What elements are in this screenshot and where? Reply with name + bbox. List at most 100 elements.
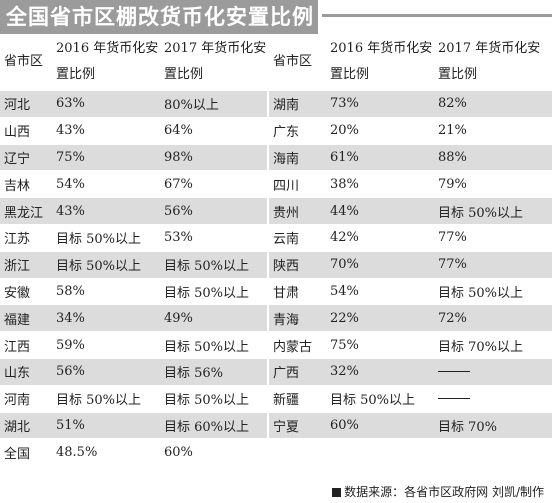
table-row: 吉林 54% 67% 四川 38% 79% [0,170,552,199]
table-row: 河北 63% 80%以上 湖南 73% 82% [0,90,552,118]
dash-mark [438,398,470,400]
table-row: 辽宁 75% 98% 海南 61% 88% [0,144,552,172]
page-title: 全国省市区棚改货币化安置比例 [6,5,314,29]
table-row: 江苏 目标 50%以上 53% 云南 42% 77% [0,224,552,252]
left-y2016-cell: 63% [52,90,160,118]
source-square-icon [332,488,342,497]
ratio-table: 省市区 2016 年货币化安置比例 2017 年货币化安置比例 省市区 2016… [0,34,552,467]
right-y2016-cell: 22% [326,304,434,333]
left-y2017-cell: 目标 56% [160,358,268,386]
right-y2016-cell: 44% [326,197,434,225]
left-y2016-cell: 56% [52,358,160,386]
left-region-cell: 江苏 [0,224,52,252]
left-region-cell: 山东 [0,358,52,386]
left-region-cell: 黑龙江 [0,197,52,225]
right-y2016-cell [326,438,434,467]
title-bar: 全国省市区棚改货币化安置比例 [0,0,552,34]
left-region-cell: 辽宁 [0,144,52,172]
left-y2017-cell: 60% [160,438,268,467]
right-y2017-cell: 目标 50%以上 [434,197,552,225]
left-region-cell: 福建 [0,304,52,333]
right-region-cell: 四川 [267,170,326,199]
left-region-cell: 山西 [0,117,52,145]
left-y2016-cell: 51% [52,412,160,440]
left-y2017-cell: 67% [160,170,268,199]
left-region-cell: 河南 [0,385,52,413]
header-2017-right: 2017 年货币化安置比例 [434,34,552,91]
table-row: 湖北 51% 目标 60%以上 宁夏 60% 目标 70% [0,412,552,440]
left-y2017-cell: 80%以上 [160,90,268,118]
right-y2016-cell: 70% [326,251,434,279]
table-row: 江西 59% 目标 50%以上 内蒙古 75% 目标 70%以上 [0,331,552,359]
header-region-right: 省市区 [267,34,326,91]
dash-mark [438,371,470,373]
left-y2016-cell: 54% [52,170,160,199]
table-row: 山东 56% 目标 56% 广西 32% [0,358,552,386]
left-y2017-cell: 目标 50%以上 [160,331,268,359]
right-y2017-cell: 目标 70% [434,412,552,440]
right-y2016-cell: 32% [326,358,434,386]
right-region-cell: 湖南 [267,90,326,118]
left-y2016-cell: 目标 50%以上 [52,251,160,279]
left-y2017-cell: 目标 50%以上 [160,278,268,306]
left-region-cell: 安徽 [0,278,52,306]
right-region-cell: 广东 [267,117,326,145]
right-y2017-cell: 79% [434,170,552,199]
left-y2017-cell: 49% [160,304,268,333]
left-region-cell: 湖北 [0,412,52,440]
right-region-cell: 新疆 [267,385,326,413]
left-y2017-cell: 目标 50%以上 [160,251,268,279]
header-2016-left: 2016 年货币化安置比例 [52,34,160,91]
left-y2017-cell: 目标 60%以上 [160,412,268,440]
table-row: 山西 43% 64% 广东 20% 21% [0,117,552,145]
left-y2017-cell: 56% [160,197,268,225]
right-y2017-cell [434,385,552,413]
left-region-cell: 江西 [0,331,52,359]
right-y2017-cell: 77% [434,251,552,279]
right-y2017-cell [434,438,552,467]
title-rule [322,14,552,17]
right-region-cell: 宁夏 [267,412,326,440]
right-region-cell: 海南 [267,144,326,172]
right-region-cell: 甘肃 [267,278,326,306]
right-y2016-cell: 73% [326,90,434,118]
left-region-cell: 河北 [0,90,52,118]
right-y2016-cell: 54% [326,278,434,306]
right-y2016-cell: 目标 50%以上 [326,385,434,413]
right-y2016-cell: 60% [326,412,434,440]
source-text: 数据来源：各省市区政府网 刘凯/制作 [344,485,544,499]
table-body: 河北 63% 80%以上 湖南 73% 82% 山西 43% 64% 广东 20% 21% 辽宁 75% 9… [0,90,552,467]
left-y2016-cell: 43% [52,197,160,225]
right-y2017-cell: 72% [434,304,552,333]
right-region-cell [267,438,326,467]
table-row: 河南 目标 50%以上 目标 50%以上 新疆 目标 50%以上 [0,385,552,413]
right-y2017-cell: 目标 50%以上 [434,278,552,306]
header-region-left: 省市区 [0,34,52,91]
left-y2016-cell: 34% [52,304,160,333]
table-header-row: 省市区 2016 年货币化安置比例 2017 年货币化安置比例 省市区 2016… [0,34,552,91]
table-row: 黑龙江 43% 56% 贵州 44% 目标 50%以上 [0,197,552,225]
table-row: 安徽 58% 目标 50%以上 甘肃 54% 目标 50%以上 [0,278,552,306]
left-y2017-cell: 53% [160,224,268,252]
right-y2016-cell: 38% [326,170,434,199]
right-y2016-cell: 61% [326,144,434,172]
right-region-cell: 内蒙古 [267,331,326,359]
header-2016-right: 2016 年货币化安置比例 [326,34,434,91]
left-y2016-cell: 59% [52,331,160,359]
right-y2016-cell: 42% [326,224,434,252]
right-region-cell: 青海 [267,304,326,333]
left-y2016-cell: 75% [52,144,160,172]
left-y2016-cell: 43% [52,117,160,145]
right-region-cell: 贵州 [267,197,326,225]
right-region-cell: 广西 [267,358,326,386]
left-region-cell: 浙江 [0,251,52,279]
right-y2017-cell: 目标 70%以上 [434,331,552,359]
left-region-cell: 吉林 [0,170,52,199]
left-y2016-cell: 58% [52,278,160,306]
right-region-cell: 陕西 [267,251,326,279]
left-y2016-cell: 目标 50%以上 [52,224,160,252]
right-y2017-cell: 82% [434,90,552,118]
left-y2016-cell: 48.5% [52,438,160,467]
table-row: 福建 34% 49% 青海 22% 72% [0,304,552,333]
left-y2017-cell: 64% [160,117,268,145]
